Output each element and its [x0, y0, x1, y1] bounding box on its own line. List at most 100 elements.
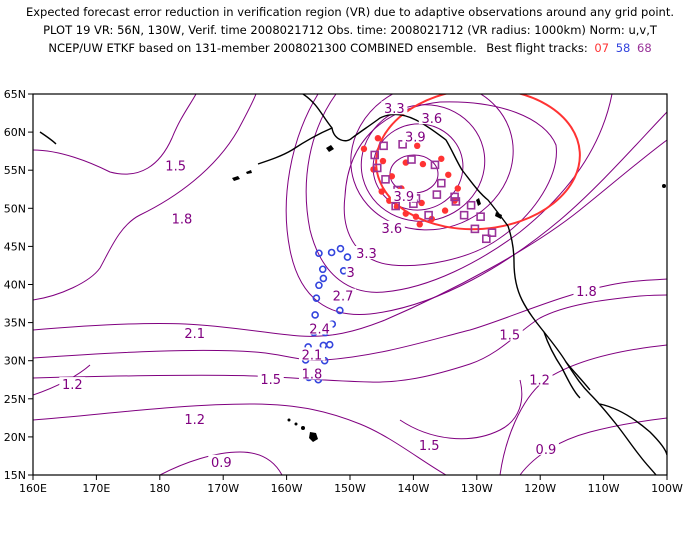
contour-label-bg [390, 188, 417, 202]
gulf-of-california [565, 361, 591, 391]
contour-label-bg [181, 412, 208, 426]
track-68-point [430, 160, 440, 170]
contour-0.9-east [519, 417, 667, 475]
contour-3.9 [372, 123, 464, 211]
track-58-point [319, 274, 328, 283]
lon-tick-label: 180 [149, 482, 170, 495]
contour-label-bg [330, 288, 357, 302]
track-58-point [336, 244, 345, 253]
lon-tick-label: 120W [524, 482, 556, 495]
contour-label-bg [378, 220, 405, 234]
contour-label-bg [298, 347, 325, 361]
track-68-point [476, 212, 485, 221]
track-58-point [312, 294, 321, 303]
track-58-point [311, 311, 319, 319]
lat-tick-label: 30N [4, 355, 26, 368]
contour-label: 3.9 [394, 190, 415, 205]
track-68-point [451, 197, 461, 206]
contour-2.1 [33, 139, 667, 337]
track-68-point [470, 224, 480, 234]
track-58-label: 58 [615, 41, 631, 55]
contour-label: 1.5 [419, 439, 440, 454]
contour-1.2-south [33, 403, 447, 475]
track-68-point [381, 175, 390, 184]
contour-label-bg [298, 366, 325, 380]
track-58-point [327, 248, 336, 257]
lat-tick-label: 45N [4, 240, 26, 253]
lon-tick-label: 150W [334, 482, 366, 495]
lat-tick-label: 40N [4, 279, 26, 292]
map-area: 1.5 1.8 2.1 1.2 1.5 1.2 0.9 1.5 1.5 1.2 0.9 1.8 3.6 3… [33, 94, 667, 475]
lon-tick-label: 160E [19, 482, 47, 495]
contour-1.5-south [33, 294, 667, 383]
north-america-west-coast [507, 225, 657, 475]
track-58-point [343, 253, 352, 261]
track-58-point [315, 249, 323, 258]
contour-label: 3.3 [384, 102, 405, 117]
track-07-point [388, 173, 396, 180]
hawaii-island-1 [287, 418, 291, 422]
aleutian-island-1 [232, 176, 240, 181]
lat-tick-label: 15N [4, 469, 26, 482]
hawaii-big-island [309, 432, 318, 442]
track-07-point [454, 185, 461, 192]
track-68-point [450, 192, 459, 202]
contour-label-bg [345, 265, 356, 279]
lat-tick-label: 25N [4, 393, 26, 406]
contour-label: 0.9 [211, 456, 232, 471]
verification-region-circle [375, 94, 581, 231]
contour-lines [33, 94, 667, 475]
contour-label: 0.9 [536, 443, 557, 458]
track-07-point [379, 157, 387, 165]
contour-1.8-west [33, 94, 257, 301]
contour-label: 3.3 [356, 247, 377, 262]
contour-label: 3.6 [421, 112, 442, 127]
contour-1.5-north [33, 94, 197, 175]
track-68-point [487, 228, 497, 237]
contour-label-bg [573, 284, 600, 298]
contour-label-bg [306, 321, 333, 335]
track-68-point [482, 234, 491, 244]
track-58-point [315, 281, 323, 290]
lon-tick-label: 100W [651, 482, 683, 495]
contour-label: 3.9 [405, 130, 426, 145]
contour-label-bg [168, 211, 195, 225]
contour-label: 1.5 [260, 373, 281, 388]
latitude-axis: 65N 60N 55N 50N 45N 40N 35N 30N 25N 20N 15N [4, 88, 33, 482]
contour-label-bg [532, 441, 559, 455]
track-07-point [414, 142, 421, 150]
contour-label: 1.2 [184, 413, 205, 428]
track-68-point [432, 190, 442, 199]
title-line-2: PLOT 19 VR: 56N, 130W, Verif. time 20080… [43, 23, 657, 37]
map-title: Expected forecast error reduction in ver… [0, 3, 700, 57]
contour-2.4 [285, 94, 667, 316]
contour-label: 2.7 [333, 290, 354, 305]
track-07-point [419, 160, 427, 168]
contour-label-bg [59, 377, 86, 391]
track-07-point [374, 134, 382, 142]
tracks-label: Best flight tracks: [486, 41, 588, 55]
contour-label: 2.1 [184, 327, 205, 342]
title-line-1: Expected forecast error reduction in ver… [25, 5, 675, 19]
track-68-point [459, 210, 469, 220]
lat-tick-label: 65N [4, 88, 26, 101]
track-68-point [379, 141, 388, 151]
ensemble-info: NCEP/UW ETKF based on 131-member 2008021… [48, 41, 477, 55]
track-07-point [378, 188, 385, 195]
alaska-coast [302, 94, 509, 227]
contour-label: 1.8 [576, 285, 597, 300]
contour-2.7 [305, 94, 613, 293]
track-07-point [412, 213, 420, 220]
lat-tick-label: 55N [4, 164, 26, 177]
track-07-label: 07 [594, 41, 610, 55]
contour-1.2-east [499, 344, 667, 475]
track-68-point [370, 150, 380, 160]
track-68-point [466, 200, 476, 210]
contour-label-bg [418, 111, 445, 125]
contour-label-bg [526, 372, 553, 386]
track-07-point [441, 207, 449, 214]
track-58-point [318, 265, 327, 274]
flight-track-07 [360, 134, 461, 228]
contour-label: 2.4 [309, 322, 330, 337]
